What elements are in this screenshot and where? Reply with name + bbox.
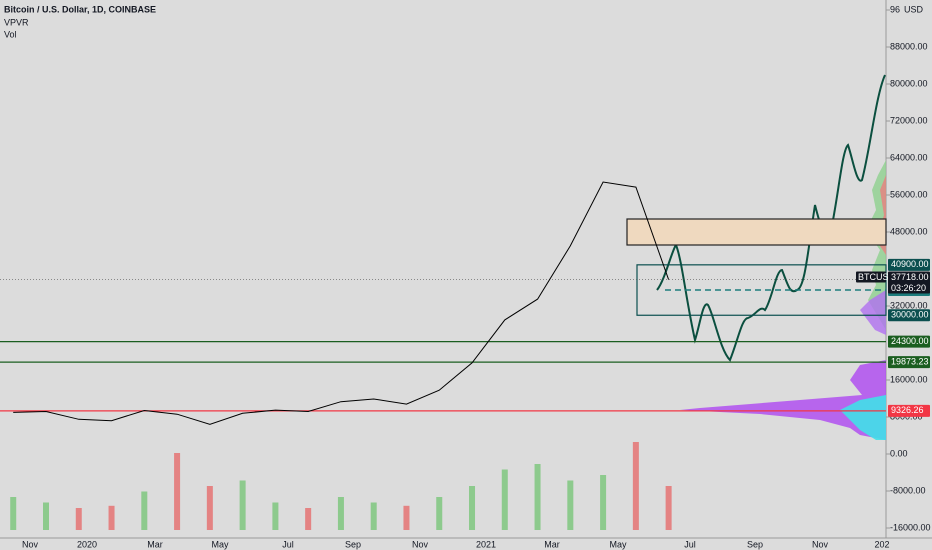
volume-profile bbox=[680, 160, 886, 440]
volume-bar bbox=[600, 475, 607, 530]
volume-bar bbox=[567, 480, 574, 530]
price-label-box bbox=[888, 404, 930, 417]
y-tick-label: 32000.00 bbox=[890, 300, 928, 310]
x-tick-label: Mar bbox=[147, 539, 163, 549]
volume-bar bbox=[534, 464, 541, 530]
y-tick-label: -16000.00 bbox=[890, 522, 931, 532]
x-tick-label: Nov bbox=[812, 539, 829, 549]
x-tick-label: Sep bbox=[747, 539, 763, 549]
volume-bar bbox=[10, 497, 17, 530]
y-tick-label: 96 bbox=[890, 4, 900, 14]
x-tick-label: Mar bbox=[544, 539, 560, 549]
x-tick-label: Jul bbox=[282, 539, 294, 549]
price-label-box bbox=[856, 271, 886, 283]
x-tick-label: Nov bbox=[22, 539, 39, 549]
price-label-box bbox=[888, 356, 930, 369]
volume-bar bbox=[501, 469, 508, 530]
price-label: 30000.00 bbox=[891, 310, 929, 320]
volume-bar bbox=[141, 491, 148, 530]
price-label: 37718.00 bbox=[891, 272, 929, 282]
symbol-label: BTCUSD bbox=[858, 272, 896, 282]
y-tick-label: 80000.00 bbox=[890, 78, 928, 88]
x-tick-label: Sep bbox=[345, 539, 361, 549]
volume-bar bbox=[632, 442, 639, 530]
volume-bar bbox=[75, 508, 82, 530]
price-label: 24300.00 bbox=[891, 336, 929, 346]
volume-bar bbox=[108, 505, 115, 530]
volume-bar bbox=[370, 502, 377, 530]
y-tick-label: 48000.00 bbox=[890, 226, 928, 236]
volume-bar bbox=[403, 505, 410, 530]
price-label-box bbox=[888, 309, 930, 322]
x-tick-label: Nov bbox=[412, 539, 429, 549]
indicator-label: Vol bbox=[4, 29, 17, 39]
y-tick-label: 72000.00 bbox=[890, 115, 928, 125]
y-tick-label: 64000.00 bbox=[890, 152, 928, 162]
y-tick-label: 56000.00 bbox=[890, 189, 928, 199]
price-label-box bbox=[888, 335, 930, 348]
y-tick-label: 16000.00 bbox=[890, 374, 928, 384]
zone bbox=[626, 218, 887, 246]
volume-bar bbox=[436, 497, 443, 530]
price-label-box bbox=[888, 271, 930, 294]
volume-bar bbox=[305, 508, 312, 530]
volume-bar bbox=[43, 502, 49, 530]
volume-bar bbox=[206, 486, 213, 530]
price-line bbox=[13, 181, 670, 425]
x-tick-label: 2021 bbox=[476, 539, 496, 549]
volume-bar bbox=[665, 486, 672, 530]
volume-bar bbox=[174, 453, 181, 530]
x-tick-label: May bbox=[211, 539, 229, 549]
price-label: 40900.00 bbox=[891, 259, 929, 269]
projection-path bbox=[656, 74, 886, 362]
x-tick-label: Jul bbox=[684, 539, 696, 549]
x-tick-label: 2020 bbox=[77, 539, 97, 549]
currency-label: USD bbox=[904, 4, 924, 14]
price-label-box bbox=[888, 258, 930, 271]
x-tick-label: 202 bbox=[874, 539, 889, 549]
volume-bar bbox=[469, 486, 476, 530]
timer-label: 03:26:20 bbox=[891, 283, 926, 293]
price-label: 9326.26 bbox=[891, 405, 924, 415]
y-tick-label: 0.00 bbox=[890, 448, 908, 458]
volume-bar bbox=[337, 497, 344, 530]
volume-bar bbox=[272, 502, 279, 530]
indicator-label: VPVR bbox=[4, 17, 29, 27]
x-tick-label: May bbox=[609, 539, 627, 549]
chart-title: Bitcoin / U.S. Dollar, 1D, COINBASE bbox=[4, 4, 156, 14]
price-label: 19873.23 bbox=[891, 356, 929, 366]
volume-bar bbox=[239, 480, 246, 530]
y-tick-label: -8000.00 bbox=[890, 485, 926, 495]
y-tick-label: 88000.00 bbox=[890, 41, 928, 51]
